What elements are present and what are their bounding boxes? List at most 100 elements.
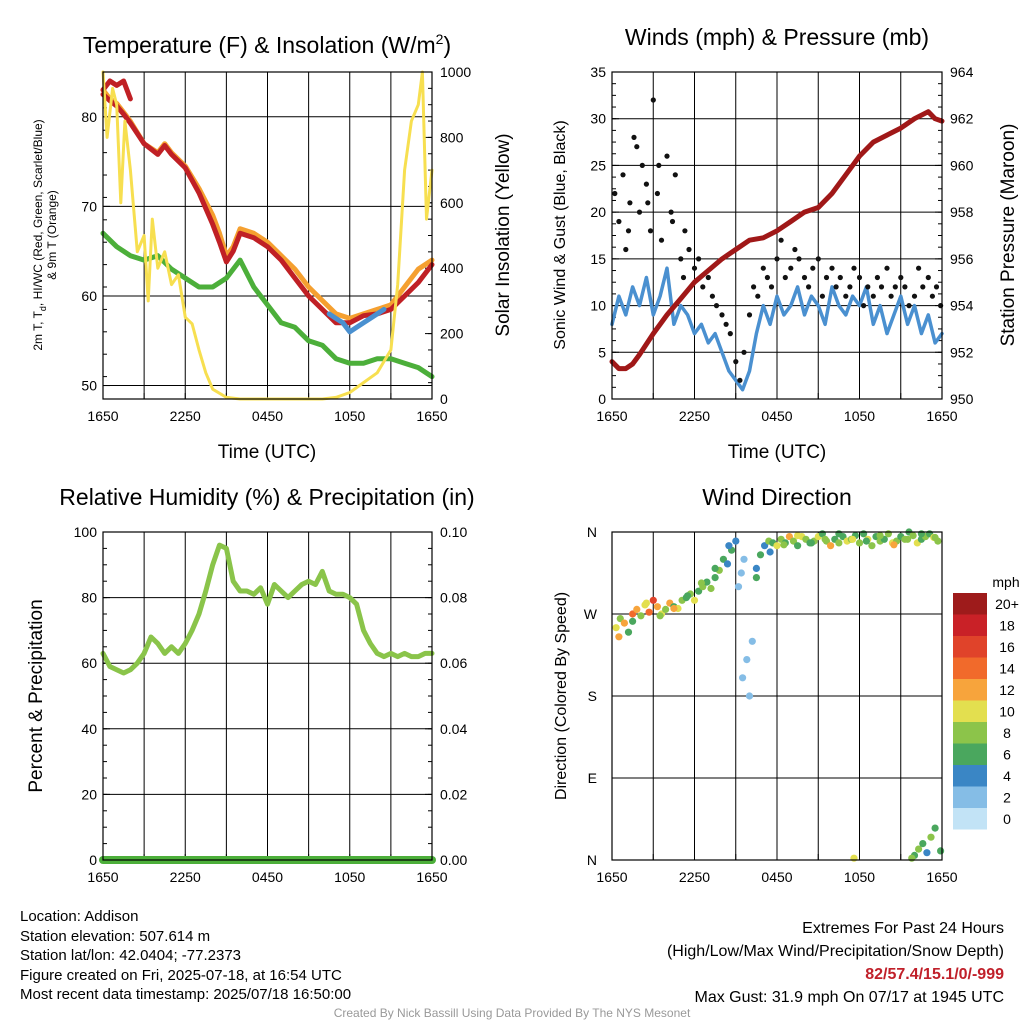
y-tick-label: 0: [440, 391, 448, 407]
chart-title: Wind Direction: [702, 484, 852, 510]
y-tick-label: 0.04: [440, 721, 467, 737]
x-tick-label: 1650: [416, 408, 447, 424]
direction-point: [794, 542, 802, 550]
gust-point: [751, 284, 757, 290]
direction-point: [835, 530, 843, 538]
legend-label: 14: [999, 661, 1015, 677]
gust-point: [713, 303, 720, 309]
direction-point: [723, 560, 732, 568]
gust-point: [925, 274, 931, 281]
y-tick-label: 600: [440, 195, 464, 211]
direction-point: [732, 537, 740, 545]
direction-point: [931, 533, 939, 542]
gust-point: [829, 265, 835, 271]
gust-point: [625, 228, 632, 234]
y-tick-label: 200: [440, 326, 464, 342]
direction-point: [703, 578, 711, 586]
gust-point: [810, 265, 816, 271]
y-tick-label: 50: [81, 378, 97, 394]
direction-point: [927, 833, 935, 841]
y-axis-label-line-2: & 9m T (Orange): [45, 190, 59, 280]
gust-point: [678, 256, 684, 262]
gust-point: [856, 274, 863, 281]
extremes-info: Extremes For Past 24 Hours (High/Low/Max…: [667, 917, 1004, 1009]
gust-point: [788, 265, 794, 271]
legend-label: 6: [1003, 747, 1011, 763]
y-tick-label: W: [584, 606, 598, 622]
direction-point: [849, 535, 857, 543]
y-tick-label: 950: [950, 391, 974, 407]
x-tick-label: 0450: [252, 869, 283, 885]
legend-label: 16: [999, 639, 1015, 655]
gust-point: [612, 190, 618, 197]
gust-point: [884, 265, 890, 271]
chart-title: Relative Humidity (%) & Precipitation (i…: [59, 484, 474, 510]
gust-point: [668, 209, 674, 215]
direction-point: [909, 532, 917, 540]
y-tick-label: 964: [950, 64, 974, 80]
gust-point: [733, 359, 739, 365]
direction-point: [919, 840, 927, 848]
gust-point: [755, 293, 761, 299]
series-line-1: [100, 542, 435, 676]
direction-point: [923, 849, 931, 857]
gust-point: [616, 218, 622, 225]
gust-point: [833, 284, 839, 290]
y-tick-label: E: [588, 770, 597, 786]
gust-point: [933, 284, 940, 290]
gust-point: [782, 274, 788, 281]
gust-point: [680, 274, 687, 281]
direction-point: [752, 564, 761, 573]
gust-point: [631, 134, 637, 140]
panel-3: 1650 2250 0450 1050 16500204060801000.000.02…: [26, 484, 475, 885]
plot-frame: [611, 71, 943, 400]
x-tick-label: 1050: [844, 869, 875, 885]
direction-point: [737, 569, 745, 577]
x-tick-label: 2250: [170, 869, 201, 885]
legend-label: 20+: [995, 596, 1019, 612]
gust-point: [823, 274, 830, 281]
y-tick-label: N: [587, 524, 597, 540]
legend-label: 10: [999, 704, 1015, 720]
y-axis-label-left: Percent & Precipitation: [26, 599, 47, 792]
y-tick-label: 15: [590, 251, 606, 267]
x-tick-label: 1650: [596, 408, 627, 424]
x-tick-label: 1650: [87, 408, 118, 424]
gust-point: [888, 293, 894, 299]
direction-point: [752, 574, 761, 582]
gust-point: [815, 256, 821, 262]
direction-point: [707, 584, 715, 593]
extremes-title: Extremes For Past 24 Hours: [802, 920, 1004, 937]
direction-point: [653, 603, 662, 611]
direction-point: [937, 847, 945, 855]
panel-1: 1650 2250 0450 1050 165050607080020040060080…: [31, 31, 514, 463]
direction-point: [645, 608, 653, 616]
legend-swatch: [953, 679, 987, 701]
direction-point: [615, 633, 623, 641]
y-tick-label: 954: [950, 298, 974, 314]
direction-point: [725, 542, 733, 550]
y-axis-label-right: Solar Insolation (Yellow): [493, 133, 514, 336]
gust-point: [634, 144, 640, 150]
direction-point: [773, 542, 781, 550]
y-tick-label: 0.00: [440, 852, 467, 868]
plot-frame: [102, 71, 433, 400]
legend-swatch: [953, 786, 987, 808]
legend-swatch: [953, 743, 987, 765]
direction-point: [743, 656, 751, 664]
legend-swatch: [953, 808, 987, 830]
series-line-3: [100, 78, 133, 102]
series-line-5: [326, 306, 387, 335]
y-tick-label: 40: [81, 721, 97, 737]
x-tick-label: 1650: [596, 869, 627, 885]
gust-point: [837, 274, 843, 281]
gust-point: [801, 274, 808, 281]
gust-point: [658, 237, 665, 243]
gust-point: [902, 284, 908, 290]
gust-point: [719, 312, 725, 318]
gust-point: [727, 331, 733, 337]
gust-point: [737, 377, 743, 383]
direction-point: [904, 535, 912, 543]
direction-point: [931, 824, 939, 832]
x-axis-label: Time (UTC): [728, 442, 827, 463]
